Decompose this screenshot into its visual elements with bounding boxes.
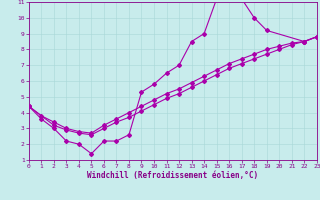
X-axis label: Windchill (Refroidissement éolien,°C): Windchill (Refroidissement éolien,°C) [87, 171, 258, 180]
